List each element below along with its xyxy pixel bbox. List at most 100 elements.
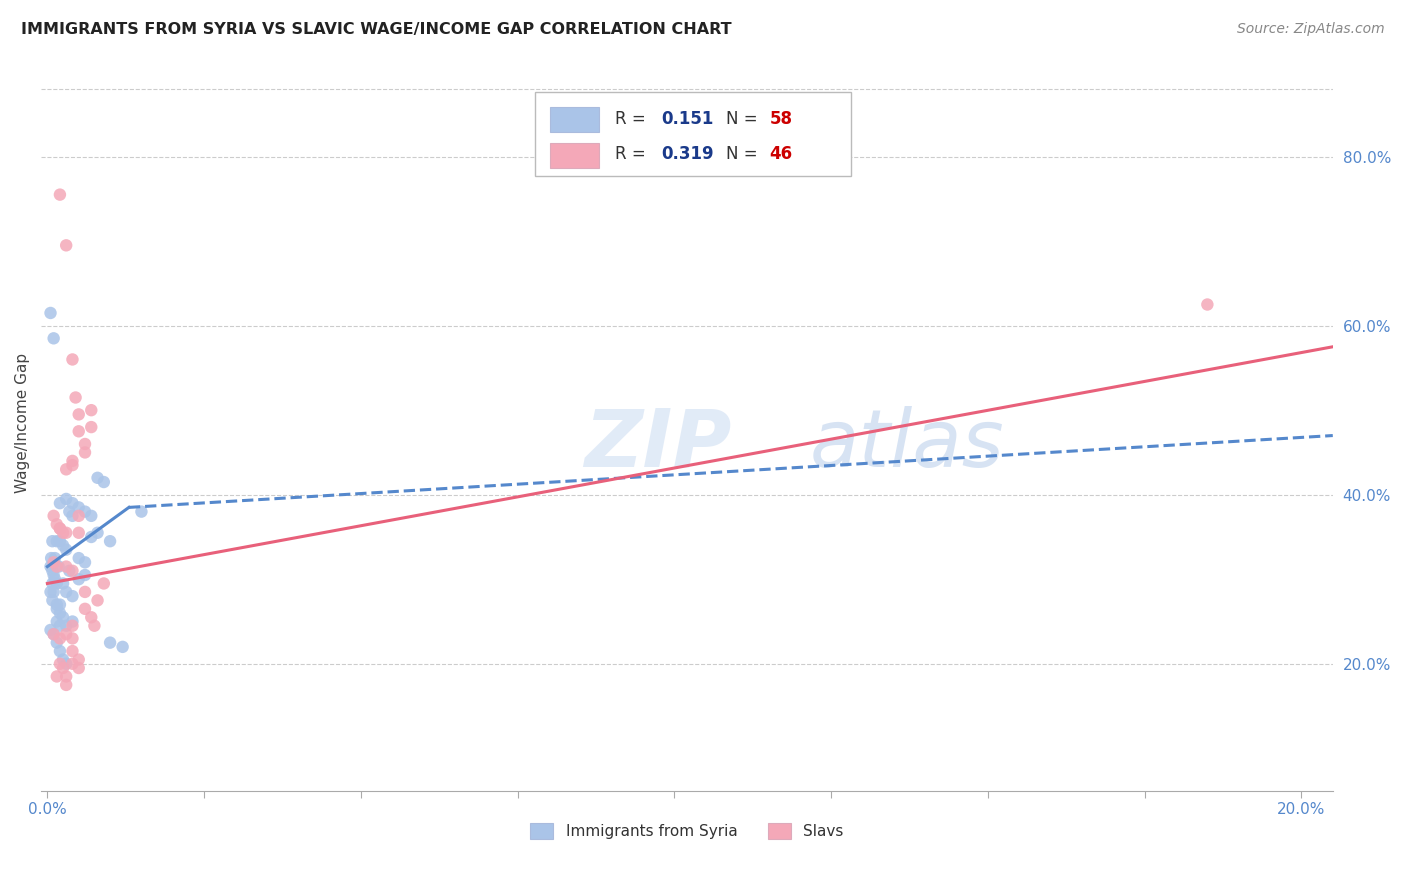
Point [67, 425, 90, 439]
Point [49, 632, 72, 646]
Point [52, 652, 75, 666]
Text: IMMIGRANTS FROM SYRIA VS SLAVIC WAGE/INCOME GAP CORRELATION CHART: IMMIGRANTS FROM SYRIA VS SLAVIC WAGE/INC… [21, 22, 731, 37]
Point [67, 408, 90, 422]
Point [73, 505, 96, 519]
Point [67, 652, 90, 666]
Point [93, 475, 115, 489]
Point [67, 508, 90, 523]
Point [52, 538, 75, 552]
Point [45, 602, 67, 616]
Point [48, 559, 70, 574]
Point [39, 551, 62, 566]
Point [65, 391, 87, 405]
Text: R =: R = [614, 145, 651, 163]
Point [52, 661, 75, 675]
Text: Source: ZipAtlas.com: Source: ZipAtlas.com [1237, 22, 1385, 37]
Point [55, 678, 77, 692]
Bar [550, 143, 599, 168]
Point [80, 420, 103, 434]
Point [80, 508, 103, 523]
Y-axis label: Wage/Income Gap: Wage/Income Gap [15, 353, 30, 493]
Point [58, 505, 80, 519]
Point [80, 530, 103, 544]
Legend: Immigrants from Syria, Slavs: Immigrants from Syria, Slavs [524, 817, 849, 846]
Point [62, 657, 84, 671]
Point [62, 589, 84, 603]
Text: N =: N = [725, 145, 762, 163]
Point [67, 572, 90, 586]
Point [49, 619, 72, 633]
Point [62, 458, 84, 472]
Point [45, 635, 67, 649]
Point [45, 517, 67, 532]
Point [49, 606, 72, 620]
Point [55, 627, 77, 641]
Point [55, 525, 77, 540]
Point [67, 661, 90, 675]
Point [49, 534, 72, 549]
Text: 0.319: 0.319 [661, 145, 714, 163]
Point [55, 619, 77, 633]
Point [86, 471, 108, 485]
Point [41, 576, 63, 591]
Point [55, 657, 77, 671]
Point [42, 568, 65, 582]
Point [39, 623, 62, 637]
Text: ZIP: ZIP [583, 406, 731, 484]
Point [39, 306, 62, 320]
Point [42, 585, 65, 599]
Point [62, 619, 84, 633]
Point [58, 564, 80, 578]
Point [39, 585, 62, 599]
Point [55, 462, 77, 476]
Text: 46: 46 [769, 145, 793, 163]
Point [42, 627, 65, 641]
Point [62, 454, 84, 468]
Point [73, 437, 96, 451]
Point [41, 534, 63, 549]
Point [45, 559, 67, 574]
Point [45, 576, 67, 591]
Point [42, 555, 65, 569]
Point [62, 496, 84, 510]
Point [80, 403, 103, 417]
Point [42, 331, 65, 345]
Point [73, 555, 96, 569]
Point [49, 522, 72, 536]
Point [62, 644, 84, 658]
Point [62, 352, 84, 367]
Point [39, 559, 62, 574]
Point [44, 551, 66, 566]
Point [55, 559, 77, 574]
Point [55, 491, 77, 506]
Text: 58: 58 [769, 110, 793, 128]
Point [86, 593, 108, 607]
Point [52, 576, 75, 591]
Point [45, 669, 67, 683]
Text: N =: N = [725, 110, 762, 128]
Point [73, 568, 96, 582]
Point [67, 525, 90, 540]
Point [45, 615, 67, 629]
Point [83, 619, 105, 633]
Text: 0.151: 0.151 [661, 110, 713, 128]
Point [49, 598, 72, 612]
Point [55, 238, 77, 252]
Point [55, 585, 77, 599]
Point [67, 551, 90, 566]
Point [62, 615, 84, 629]
Point [67, 500, 90, 515]
Point [73, 585, 96, 599]
Point [42, 627, 65, 641]
Point [42, 508, 65, 523]
Point [98, 635, 121, 649]
FancyBboxPatch shape [534, 92, 851, 177]
Point [55, 542, 77, 557]
Point [93, 576, 115, 591]
Point [80, 610, 103, 624]
Point [73, 445, 96, 459]
Point [49, 522, 72, 536]
Bar [550, 107, 599, 132]
Point [98, 534, 121, 549]
Point [45, 534, 67, 549]
